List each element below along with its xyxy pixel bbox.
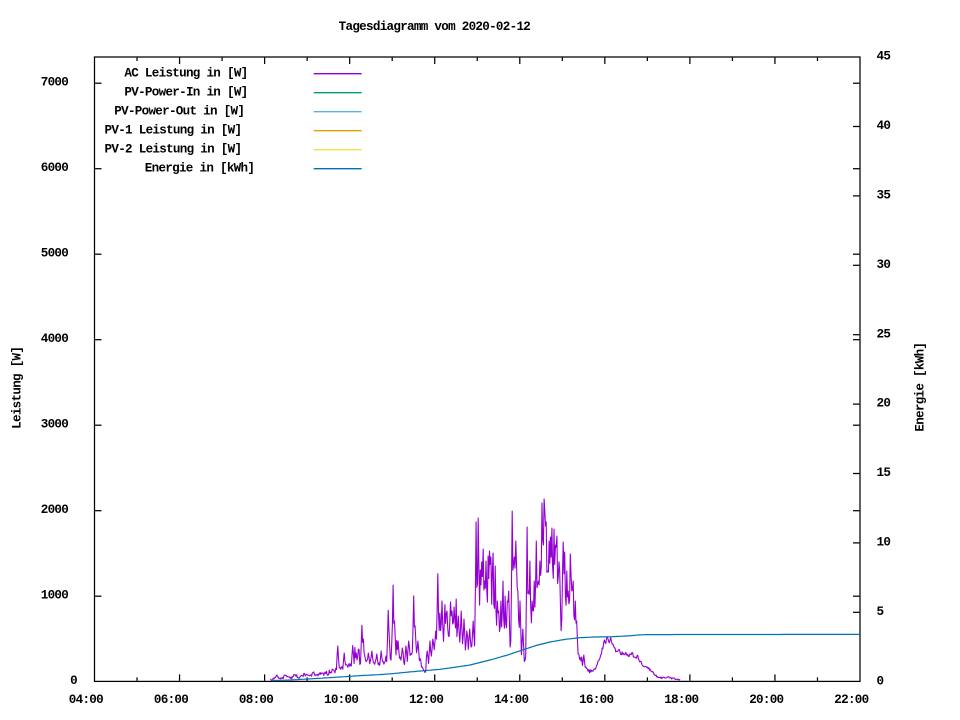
svg-text:Energie in [kWh]: Energie in [kWh] xyxy=(145,162,254,176)
svg-text:Energie [kWh]: Energie [kWh] xyxy=(914,343,928,432)
svg-text:06:00: 06:00 xyxy=(154,693,188,707)
svg-text:2000: 2000 xyxy=(41,503,69,517)
svg-text:6000: 6000 xyxy=(41,161,69,175)
svg-text:4000: 4000 xyxy=(41,332,69,346)
svg-text:7000: 7000 xyxy=(41,75,69,89)
svg-text:AC Leistung in [W]: AC Leistung in [W] xyxy=(124,67,247,81)
svg-text:Tagesdiagramm vom 2020-02-12: Tagesdiagramm vom 2020-02-12 xyxy=(339,20,531,34)
svg-text:1000: 1000 xyxy=(41,588,69,602)
svg-text:30: 30 xyxy=(877,258,891,272)
svg-text:0: 0 xyxy=(70,674,77,688)
svg-text:16:00: 16:00 xyxy=(579,693,613,707)
svg-text:Leistung [W]: Leistung [W] xyxy=(10,347,24,429)
svg-text:PV-Power-Out in [W]: PV-Power-Out in [W] xyxy=(114,105,244,119)
svg-text:25: 25 xyxy=(877,327,891,341)
svg-text:PV-1 Leistung in [W]: PV-1 Leistung in [W] xyxy=(105,124,242,138)
svg-text:20: 20 xyxy=(877,397,891,411)
svg-text:3000: 3000 xyxy=(41,417,69,431)
svg-text:22:00: 22:00 xyxy=(834,693,868,707)
svg-text:40: 40 xyxy=(877,119,891,133)
svg-text:PV-2 Leistung in [W]: PV-2 Leistung in [W] xyxy=(105,143,242,157)
svg-text:PV-Power-In in [W]: PV-Power-In in [W] xyxy=(124,86,247,100)
svg-text:10:00: 10:00 xyxy=(324,693,358,707)
svg-text:14:00: 14:00 xyxy=(494,693,528,707)
svg-text:5000: 5000 xyxy=(41,246,69,260)
svg-text:10: 10 xyxy=(877,536,891,550)
svg-text:35: 35 xyxy=(877,189,891,203)
svg-text:12:00: 12:00 xyxy=(409,693,443,707)
svg-text:15: 15 xyxy=(877,466,891,480)
svg-text:5: 5 xyxy=(877,605,884,619)
svg-text:04:00: 04:00 xyxy=(69,693,103,707)
svg-text:20:00: 20:00 xyxy=(749,693,783,707)
svg-text:45: 45 xyxy=(877,50,891,64)
svg-text:18:00: 18:00 xyxy=(664,693,698,707)
svg-text:08:00: 08:00 xyxy=(239,693,273,707)
svg-text:0: 0 xyxy=(877,674,884,688)
